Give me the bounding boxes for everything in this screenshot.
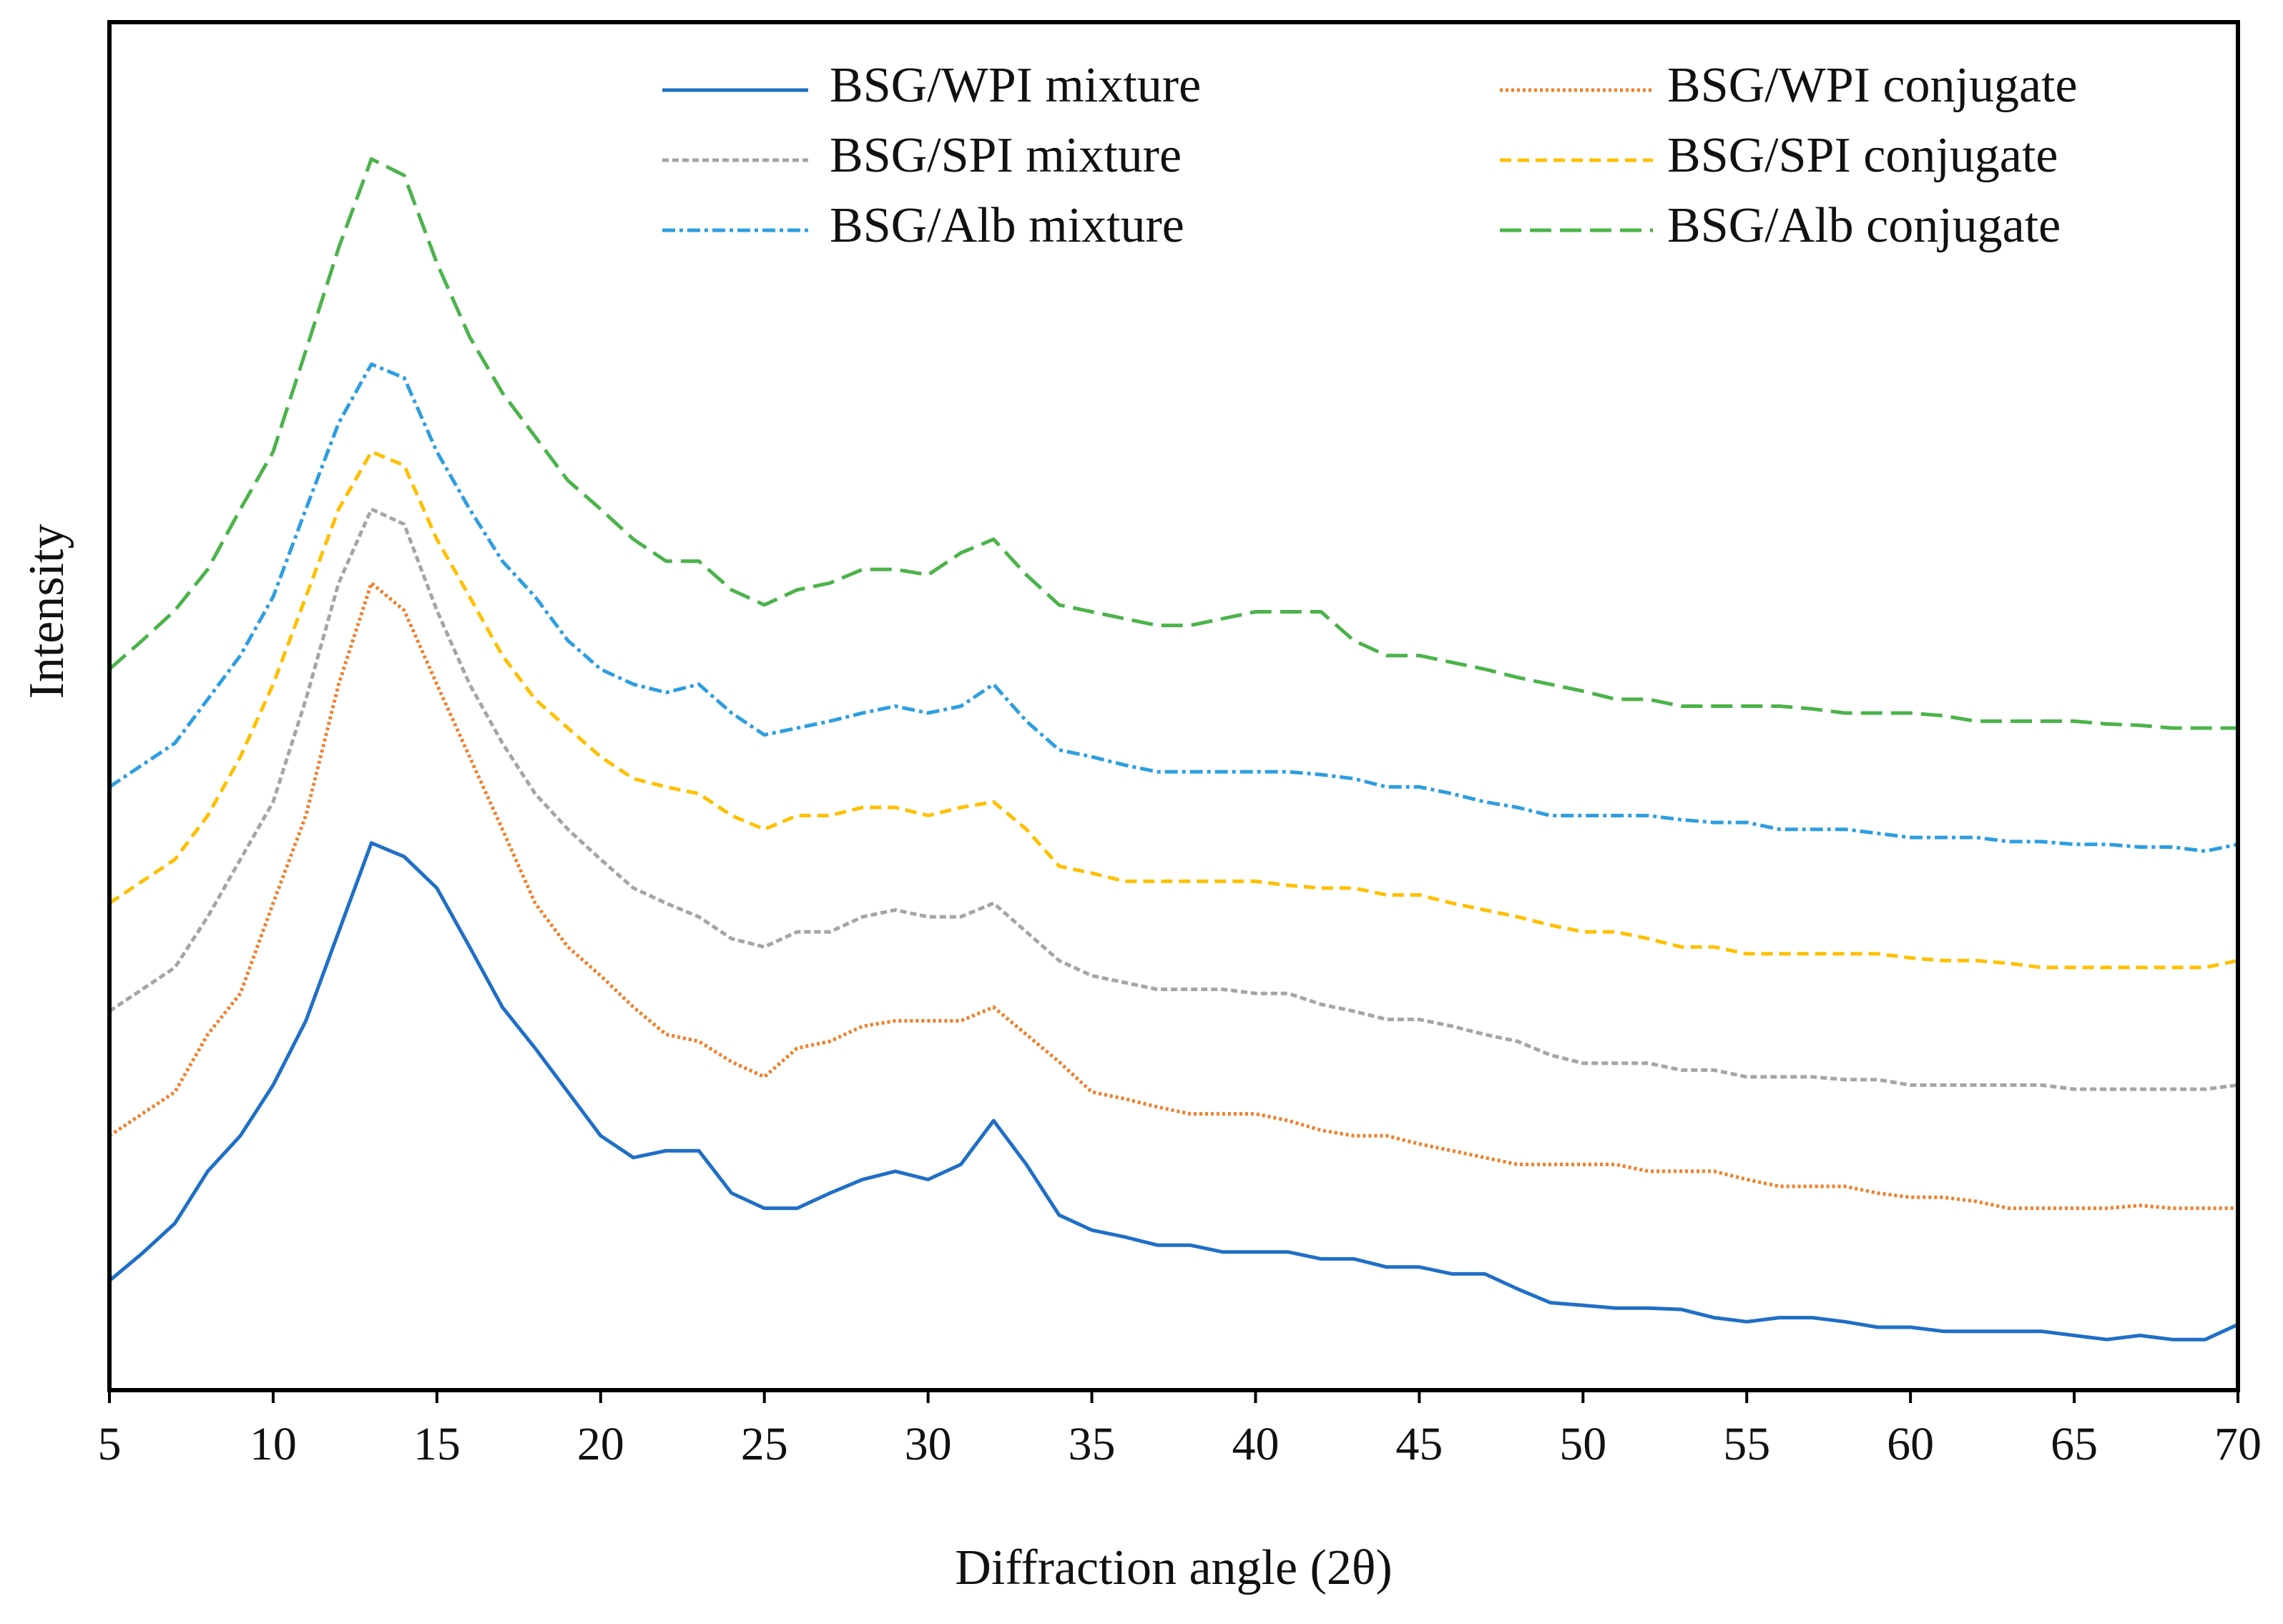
x-tick-label: 60	[1887, 1418, 1934, 1470]
legend-label: BSG/Alb conjugate	[1667, 198, 2061, 253]
series-line	[108, 450, 2239, 970]
legend-label: BSG/SPI conjugate	[1667, 128, 2058, 183]
x-tick-label: 35	[1069, 1418, 1116, 1470]
legend-label: BSG/WPI conjugate	[1667, 58, 2078, 113]
x-tick-label: 40	[1232, 1418, 1279, 1470]
x-tick-label: 5	[98, 1418, 122, 1470]
series-line	[108, 157, 2238, 730]
x-tick-label: 65	[2051, 1418, 2098, 1470]
x-axis-label: Diffraction angle (2θ)	[955, 1540, 1392, 1595]
x-tick-label: 50	[1559, 1418, 1606, 1470]
x-tick-label: 10	[250, 1418, 297, 1470]
x-tick-label: 20	[577, 1418, 624, 1470]
series-line	[108, 507, 2239, 1091]
x-tick-label: 45	[1395, 1418, 1443, 1470]
y-axis-label: Intensity	[19, 524, 74, 699]
legend-label: BSG/SPI mixture	[830, 128, 1182, 183]
x-tick-label: 15	[413, 1418, 461, 1470]
series-line	[108, 581, 2238, 1211]
x-tick-label: 70	[2214, 1418, 2262, 1470]
x-tick-label: 25	[741, 1418, 788, 1470]
plot-frame	[107, 20, 2240, 1392]
x-tick-label: 30	[905, 1418, 952, 1470]
series-line	[108, 841, 2239, 1342]
series-line	[108, 362, 2239, 853]
legend-label: BSG/Alb mixture	[830, 198, 1184, 253]
x-tick-label: 55	[1723, 1418, 1770, 1470]
legend-label: BSG/WPI mixture	[830, 58, 1201, 113]
